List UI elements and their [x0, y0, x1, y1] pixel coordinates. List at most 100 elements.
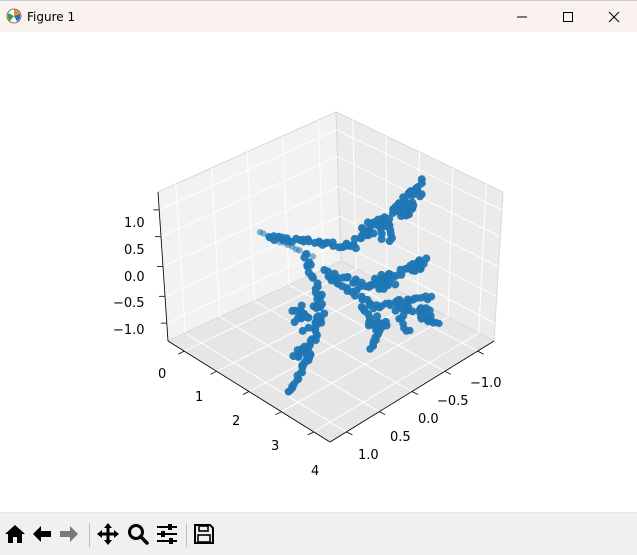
- scatter-point: [386, 270, 395, 279]
- tick-mark: [210, 370, 217, 375]
- scatter-point: [385, 237, 394, 246]
- forward-button[interactable]: [56, 521, 82, 547]
- z-tick-label: −0.5: [113, 296, 145, 311]
- scatter-point: [386, 301, 395, 310]
- grid-line: [281, 316, 449, 413]
- scatter-point: [366, 345, 374, 353]
- scatter-point: [377, 235, 386, 244]
- tick-mark: [178, 350, 185, 355]
- zoom-button[interactable]: [125, 521, 151, 547]
- arrow-left-icon: [33, 526, 51, 542]
- scatter-point: [313, 302, 321, 311]
- x-tick-label: 2: [232, 414, 240, 429]
- x-tick-label: 1: [195, 390, 203, 405]
- scatter-point: [296, 247, 303, 254]
- scatter-point: [320, 309, 329, 318]
- z-tick-label: −1.0: [113, 323, 145, 338]
- y-tick-label: 1.0: [358, 448, 379, 463]
- scatter-point: [297, 301, 306, 310]
- scatter-point: [408, 198, 417, 207]
- scatter-point: [294, 352, 303, 361]
- home-button[interactable]: [2, 521, 28, 547]
- grid-line: [158, 129, 337, 211]
- 3d-scatter-plot: 1.0 0.5 0.0 −0.5 −1.0 0 1 2 3 4 −1.0 −0.…: [113, 111, 504, 479]
- scatter-point: [351, 291, 359, 300]
- scatter-point: [435, 319, 443, 328]
- scatter-point: [362, 227, 371, 236]
- z-tick-label: 0.5: [124, 243, 145, 258]
- scatter-point: [373, 312, 382, 321]
- save-button[interactable]: [191, 521, 217, 547]
- configure-subplots-button[interactable]: [154, 521, 180, 547]
- scatter-point: [374, 215, 383, 224]
- scatter-point: [386, 226, 395, 235]
- tick-mark: [477, 350, 484, 355]
- y-tick-label: 0.5: [390, 430, 411, 445]
- window-titlebar: Figure 1: [0, 0, 637, 32]
- maximize-button[interactable]: [545, 1, 591, 33]
- scatter-point: [300, 253, 309, 262]
- y-tick-label: −0.5: [437, 394, 469, 409]
- scatter-point: [422, 254, 431, 263]
- scatter-point: [311, 318, 320, 327]
- x-tick-label: 0: [158, 367, 166, 382]
- grid-line: [338, 186, 499, 267]
- scatter-point: [343, 273, 352, 282]
- tick-mark: [411, 391, 419, 395]
- tick-mark: [379, 411, 386, 416]
- scatter-point: [378, 280, 387, 289]
- scatter-point: [298, 309, 307, 318]
- home-icon: [5, 525, 25, 543]
- grid-line: [162, 186, 339, 267]
- scatter-point: [369, 304, 378, 313]
- magnifier-icon: [128, 524, 149, 545]
- scatter-point: [384, 220, 393, 228]
- matplotlib-app-icon: [6, 8, 22, 24]
- figure-canvas[interactable]: 1.0 0.5 0.0 −0.5 −1.0 0 1 2 3 4 −1.0 −0.…: [0, 32, 637, 510]
- tick-marks: [153, 209, 484, 436]
- x-tick-label: 3: [271, 439, 279, 454]
- grid-line: [183, 268, 357, 352]
- scatter-point: [369, 229, 378, 238]
- scatter-point: [408, 190, 417, 199]
- floppy-disk-icon: [194, 524, 214, 544]
- tick-mark: [346, 431, 353, 436]
- tick-mark: [242, 391, 250, 395]
- y-tick-label: 0.0: [418, 412, 439, 427]
- scatter-point: [304, 237, 313, 246]
- grid-line: [160, 156, 338, 238]
- scatter-point: [304, 323, 313, 332]
- pan-button[interactable]: [95, 521, 121, 547]
- grid-line: [336, 129, 503, 211]
- minimize-icon: [517, 16, 527, 18]
- window-title: Figure 1: [27, 10, 76, 24]
- tick-mark: [444, 370, 451, 375]
- scatter-point: [394, 296, 403, 305]
- scatter-point: [391, 280, 400, 289]
- scatter-point: [403, 295, 412, 304]
- scatter-point: [367, 318, 376, 327]
- scatter-point: [290, 318, 299, 327]
- scatter-point: [306, 351, 315, 360]
- back-button[interactable]: [29, 521, 55, 547]
- tick-mark: [275, 411, 282, 416]
- toolbar-separator: [89, 523, 90, 547]
- scatter-point: [379, 274, 388, 283]
- scatter-point: [260, 230, 267, 237]
- scatter-point: [394, 302, 403, 311]
- tick-mark: [307, 431, 314, 436]
- navigation-toolbar: [0, 512, 637, 555]
- scatter-point: [308, 273, 317, 282]
- minimize-button[interactable]: [499, 1, 545, 33]
- scatter-point: [288, 306, 297, 315]
- scatter-point: [405, 326, 414, 335]
- sliders-icon: [157, 524, 177, 544]
- scatter-point: [284, 388, 293, 396]
- scatter-point: [427, 292, 436, 301]
- scatter-point: [394, 207, 402, 216]
- grid-line: [340, 242, 496, 324]
- scatter-point: [405, 205, 414, 214]
- scatter-point: [408, 307, 417, 316]
- close-button[interactable]: [591, 1, 637, 33]
- scatter-point: [309, 253, 317, 260]
